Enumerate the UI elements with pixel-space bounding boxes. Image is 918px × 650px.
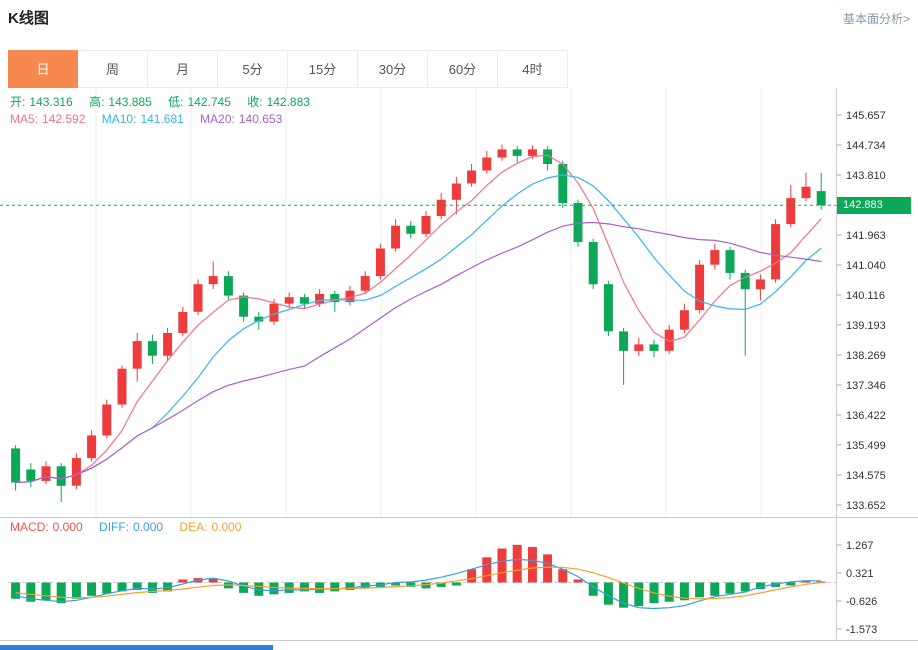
ma20-label: MA20: <box>200 112 235 126</box>
close-value: 142.883 <box>266 95 310 109</box>
timeframe-tabs: 日周月 5分 15分 30分 60分 4时 <box>8 50 568 88</box>
dea-label: DEA: <box>179 520 208 534</box>
high-value: 143.885 <box>108 95 152 109</box>
tab-4[interactable]: 5分 <box>218 50 288 88</box>
ma-lines <box>15 154 822 484</box>
dea-pair: DEA: 0.000 <box>179 520 241 534</box>
current-price-tag: 142.883 <box>837 197 911 214</box>
diff-value: 0.000 <box>133 520 164 534</box>
y-axis-label: 138.269 <box>846 350 886 362</box>
ma20-pair: MA20: 140.653 <box>200 112 282 126</box>
macd-y-axis-label: 0.321 <box>846 568 874 580</box>
ma5-pair: MA5: 142.592 <box>10 112 85 126</box>
y-axis-label: 137.346 <box>846 380 886 392</box>
diff-line <box>15 558 822 610</box>
diff-pair: DIFF: 0.000 <box>99 520 163 534</box>
page-title: K线图 <box>8 10 49 27</box>
y-axis-label: 140.116 <box>846 290 885 302</box>
low-value: 142.745 <box>187 95 231 109</box>
tab-6[interactable]: 30分 <box>358 50 428 88</box>
dea-value: 0.000 <box>211 520 242 534</box>
macd-y-axis-label: 1.267 <box>846 540 874 552</box>
tab-2[interactable]: 周 <box>78 50 148 88</box>
chart-scrollbar-thumb[interactable] <box>0 645 273 650</box>
y-axis-label: 145.657 <box>846 110 886 122</box>
ma5-value: 142.592 <box>42 112 86 126</box>
tab-5[interactable]: 15分 <box>288 50 358 88</box>
macd-label: MACD: <box>10 520 49 534</box>
macd-histogram <box>11 544 826 608</box>
tab-7[interactable]: 60分 <box>428 50 498 88</box>
ma10-value: 141.681 <box>140 112 184 126</box>
low-pair: 低: 142.745 <box>168 95 231 109</box>
close-pair: 收: 142.883 <box>247 95 310 109</box>
macd-value: 0.000 <box>52 520 83 534</box>
y-axis-label: 143.810 <box>846 170 886 182</box>
y-axis-label: 141.963 <box>846 230 886 242</box>
dea-line <box>15 566 822 600</box>
y-axis-label: 141.040 <box>846 260 886 272</box>
tab-8[interactable]: 4时 <box>498 50 568 88</box>
ma-row: MA5: 142.592 MA10: 141.681 MA20: 140.653 <box>10 112 295 126</box>
y-axis-label: 134.575 <box>846 470 886 482</box>
ma20-line <box>15 221 822 484</box>
ma5-label: MA5: <box>10 112 39 126</box>
ma10-label: MA10: <box>101 112 137 126</box>
high-label: 高: <box>89 95 105 109</box>
low-label: 低: <box>168 95 184 109</box>
y-axis-label: 135.499 <box>846 440 886 452</box>
y-axis-label: 144.734 <box>846 140 886 152</box>
open-pair: 开: 143.316 <box>10 95 73 109</box>
y-axis-label: 139.193 <box>846 320 886 332</box>
chart-scrollbar-track[interactable] <box>0 645 918 650</box>
macd-row: MACD: 0.000 DIFF: 0.000 DEA: 0.000 <box>10 520 254 534</box>
y-axis-label: 136.422 <box>846 410 886 422</box>
diff-label: DIFF: <box>99 520 130 534</box>
ma20-value: 140.653 <box>238 112 283 126</box>
ma5-line <box>15 154 822 484</box>
close-label: 收: <box>247 95 263 109</box>
candles-layer <box>11 144 826 502</box>
y-axis-label: 133.652 <box>846 500 886 512</box>
macd-y-axis-label: -1.573 <box>846 624 877 636</box>
kline-chart-canvas[interactable]: 145.657 144.734 143.810 141.963 141.040 140.1… <box>0 88 918 641</box>
main-y-axis: 145.657 144.734 143.810 141.963 141.040 140.1… <box>836 110 886 512</box>
fundamental-analysis-link[interactable]: 基本面分析> <box>842 12 910 26</box>
ma10-pair: MA10: 141.681 <box>102 112 184 126</box>
high-pair: 高: 143.885 <box>89 95 152 109</box>
macd-y-axis-label: -0.626 <box>846 596 877 608</box>
open-label: 开: <box>10 95 26 109</box>
macd-y-axis: 1.267 0.321 -0.626 -1.573 <box>836 540 877 636</box>
ohlc-row: 开: 143.316 高: 143.885 低: 142.745 收: 142.883 <box>10 93 323 110</box>
open-value: 143.316 <box>29 95 73 109</box>
tab-1[interactable]: 日 <box>8 50 78 88</box>
macd-pair: MACD: 0.000 <box>10 520 83 534</box>
tab-3[interactable]: 月 <box>148 50 218 88</box>
